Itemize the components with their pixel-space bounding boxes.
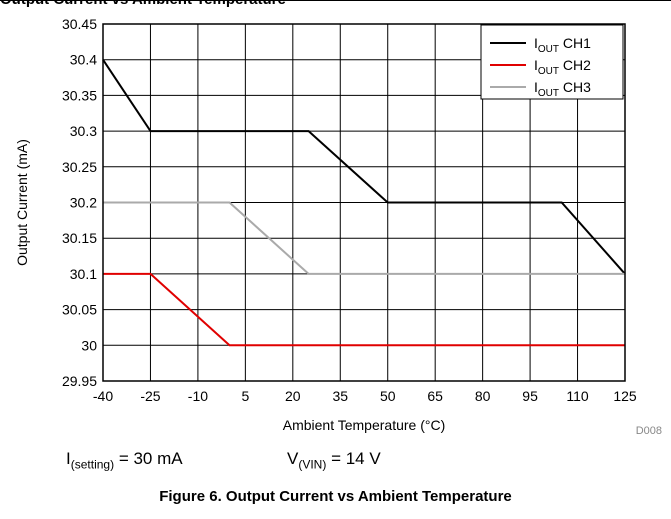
series-line-ch1: [102, 59, 626, 275]
y-tick-label: 30.1: [70, 266, 97, 282]
x-tick-label: -25: [140, 388, 160, 404]
x-tick-label: 95: [522, 388, 538, 404]
y-tick-label: 30.2: [70, 195, 97, 211]
page-header: Output Current vs Ambient Temperature: [0, 0, 671, 8]
y-tick-label: 30.05: [62, 302, 97, 318]
y-tick-label: 29.95: [62, 373, 97, 389]
figure-code: D008: [636, 425, 662, 437]
y-tick-label: 30.35: [62, 87, 97, 103]
series-line-ch2: [103, 272, 625, 347]
series-layer: [102, 59, 626, 347]
figure-caption: Figure 6. Output Current vs Ambient Temp…: [159, 488, 512, 505]
x-tick-label: 20: [285, 388, 301, 404]
y-tick-label: 30.25: [62, 159, 97, 175]
x-tick-label: 125: [613, 388, 637, 404]
y-tick-label: 30: [81, 337, 97, 353]
x-tick-label: 80: [475, 388, 491, 404]
x-tick-labels: -40 -25 -10 5 20 35 50 65 80 95 110 125: [93, 388, 637, 404]
x-tick-label: 35: [332, 388, 348, 404]
y-tick-labels: 29.95 30 30.05 30.1 30.15 30.2 30.25 30.3 30.35 3…: [62, 16, 97, 389]
legend-label-ch1: IOUT CH1: [534, 35, 591, 55]
y-tick-label: 30.45: [62, 16, 97, 32]
x-tick-label: 110: [566, 388, 589, 404]
y-tick-label: 30.15: [62, 230, 97, 246]
x-tick-label: 65: [427, 388, 443, 404]
legend-label-ch2: IOUT CH2: [534, 57, 591, 77]
output-current-chart: 29.95 30 30.05 30.1 30.15 30.2 30.25 30.3 30.35 3…: [14, 16, 662, 437]
header-rule: [0, 0, 671, 1]
x-tick-label: 5: [241, 388, 249, 404]
x-tick-label: -10: [188, 388, 208, 404]
y-axis-title: Output Current (mA): [14, 139, 30, 266]
y-tick-label: 30.4: [70, 52, 97, 68]
x-axis-title: Ambient Temperature (°C): [283, 417, 446, 433]
x-tick-label: -40: [93, 388, 113, 404]
x-tick-label: 50: [380, 388, 396, 404]
vin-condition: V(VIN) = 14 V: [287, 449, 381, 472]
plot-frame: [102, 23, 626, 382]
series-line-ch3: [103, 201, 625, 275]
legend-label-ch3: IOUT CH3: [534, 79, 591, 99]
y-tick-label: 30.3: [70, 123, 97, 139]
setting-condition: I(setting) = 30 mA: [66, 449, 183, 472]
